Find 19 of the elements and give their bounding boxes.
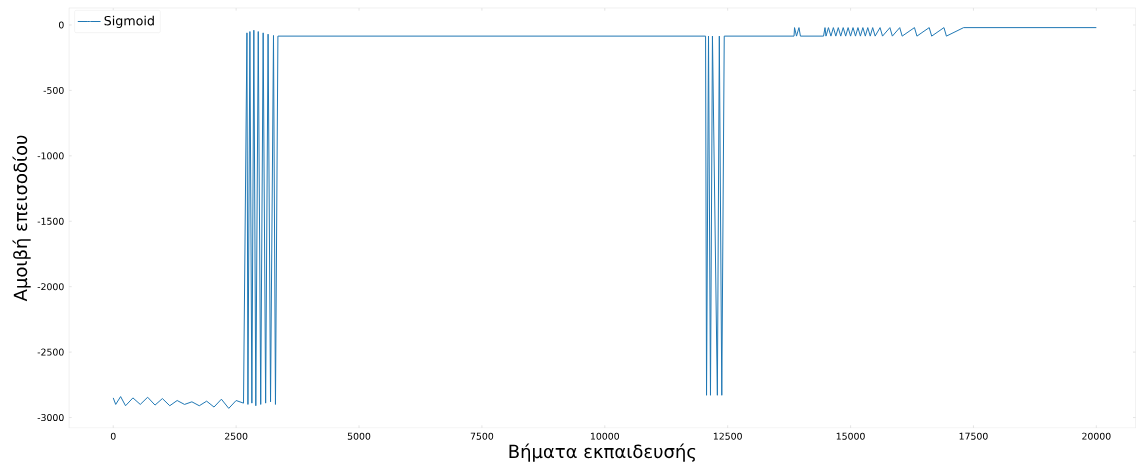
x-tick-label: 7500 <box>470 432 494 440</box>
x-tick-label: 5000 <box>347 432 371 440</box>
legend-label: Sigmoid <box>104 15 154 28</box>
x-tick-label: 20000 <box>1082 432 1111 440</box>
y-tick-label: 0 <box>58 21 64 29</box>
x-tick-label: 2500 <box>224 432 248 440</box>
y-tick-label: -2500 <box>37 348 64 356</box>
y-tick-label: -500 <box>43 86 64 94</box>
y-tick-label: -1000 <box>37 152 64 160</box>
y-axis-title: Αμοιβή επεισοδίου <box>12 135 31 302</box>
y-tick-label: -2000 <box>37 283 64 291</box>
x-tick-label: 0 <box>110 432 116 440</box>
x-tick-label: 12500 <box>713 432 742 440</box>
x-tick-label: 15000 <box>836 432 865 440</box>
y-tick-label: -1500 <box>37 217 64 225</box>
y-tick-label: -3000 <box>37 413 64 422</box>
x-tick-label: 10000 <box>590 432 620 440</box>
x-axis-title: Βήματα εκπαιδευσής <box>509 443 696 462</box>
x-tick-label: 17500 <box>959 432 988 440</box>
